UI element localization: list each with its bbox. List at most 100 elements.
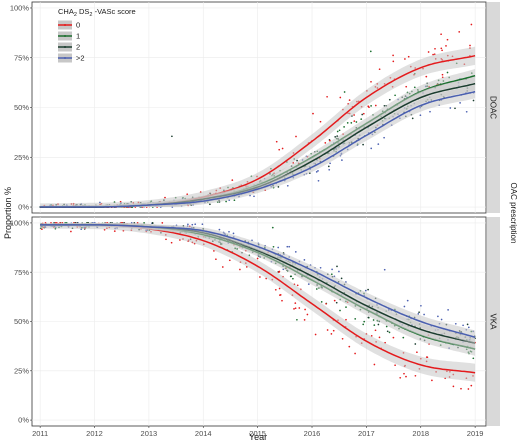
data-point-vka-score-2 [414, 343, 417, 345]
data-point-doac-score-0 [362, 112, 365, 115]
data-point-doac-score-0 [281, 147, 284, 150]
data-point-doac-score-1 [346, 122, 349, 124]
data-point-doac-score-3 [383, 136, 385, 139]
confidence-ribbon-doac-score-2 [40, 76, 476, 207]
x-tick-label: 2015 [249, 429, 266, 438]
y-tick-label-vka: 50% [14, 317, 29, 326]
data-point-vka-score-0 [161, 222, 164, 224]
data-point-doac-score-0 [446, 38, 449, 41]
facet-vka: 0% 25% 50% 75% 100% VKA [10, 216, 500, 427]
data-point-vka-score-0 [330, 333, 333, 335]
data-point-vka-score-0 [414, 374, 417, 377]
data-point-doac-score-2 [277, 186, 280, 188]
facet-strip-vka [487, 217, 500, 426]
data-point-doac-score-2 [411, 117, 414, 120]
data-point-vka-score-0 [374, 329, 377, 332]
data-point-doac-score-2 [209, 203, 211, 206]
data-point-doac-score-3 [465, 110, 468, 113]
data-point-doac-score-0 [378, 68, 381, 71]
data-point-vka-score-1 [339, 309, 341, 312]
data-point-vka-score-1 [362, 323, 365, 326]
data-point-vka-score-3 [423, 313, 425, 316]
data-point-vka-score-3 [288, 245, 291, 248]
data-point-doac-score-3 [328, 168, 331, 171]
confidence-ribbon-doac-score-0 [40, 46, 476, 207]
data-point-doac-score-1 [446, 71, 449, 74]
data-point-vka-score-3 [437, 315, 439, 318]
y-tick-label-doac: 50% [14, 103, 29, 112]
facet-label-vka: VKA [489, 313, 498, 330]
data-point-vka-score-0 [326, 329, 329, 331]
data-point-vka-score-2 [377, 323, 380, 326]
data-point-vka-score-2 [336, 265, 338, 268]
data-point-vka-score-1 [345, 306, 347, 308]
data-point-vka-score-0 [298, 307, 301, 309]
data-point-vka-score-1 [290, 275, 293, 278]
data-point-vka-score-0 [452, 385, 455, 388]
data-point-vka-score-0 [378, 336, 381, 339]
data-point-doac-score-3 [329, 162, 331, 165]
data-point-doac-score-0 [404, 58, 406, 60]
data-point-doac-score-3 [449, 107, 452, 109]
data-point-vka-score-3 [303, 259, 306, 261]
legend-key-point [64, 35, 66, 37]
data-point-vka-score-0 [431, 379, 433, 382]
data-point-doac-score-0 [445, 45, 447, 47]
data-point-vka-score-0 [170, 241, 173, 244]
data-point-vka-score-0 [332, 329, 335, 332]
data-point-vka-score-2 [335, 301, 338, 304]
data-point-vka-score-0 [165, 238, 167, 241]
data-point-vka-score-1 [315, 288, 318, 290]
data-point-vka-score-1 [402, 336, 405, 339]
chart-legend: CHA2 DS2 -VASc score 0 1 2 >2 [58, 7, 136, 63]
data-point-vka-score-0 [278, 287, 281, 290]
data-point-vka-score-1 [272, 245, 275, 248]
legend-label: 1 [76, 32, 80, 41]
data-point-vka-score-3 [228, 230, 230, 233]
data-point-doac-score-3 [370, 147, 373, 150]
data-point-doac-score-0 [370, 80, 372, 83]
data-point-doac-score-0 [312, 112, 314, 115]
data-point-vka-score-0 [460, 387, 462, 390]
data-point-doac-score-0 [324, 142, 327, 144]
data-point-doac-score-0 [329, 139, 331, 142]
x-tick-label: 2014 [195, 429, 212, 438]
y-tick-label-doac: 75% [14, 53, 29, 62]
data-point-vka-score-1 [385, 325, 388, 328]
data-point-vka-score-3 [232, 232, 235, 235]
data-point-vka-score-0 [425, 356, 428, 358]
x-tick-label: 2012 [86, 429, 103, 438]
data-point-vka-score-3 [191, 223, 194, 226]
data-point-vka-score-0 [70, 230, 72, 233]
data-point-vka-score-3 [447, 309, 449, 311]
y-tick-label-doac: 100% [10, 4, 30, 13]
data-point-vka-score-2 [340, 277, 343, 280]
data-point-vka-score-3 [187, 223, 189, 226]
data-point-vka-score-0 [314, 333, 317, 336]
data-point-vka-score-0 [113, 230, 116, 232]
data-point-vka-score-0 [399, 376, 402, 379]
data-point-vka-score-0 [392, 336, 395, 339]
data-point-doac-score-0 [425, 75, 428, 78]
y-tick-label-vka: 25% [14, 366, 29, 375]
data-point-doac-score-1 [336, 130, 339, 133]
data-point-doac-score-2 [454, 107, 456, 110]
y-tick-label-doac: 0% [18, 203, 29, 212]
legend-label: 0 [76, 21, 80, 30]
data-point-doac-score-3 [459, 102, 461, 104]
data-point-vka-score-0 [403, 372, 405, 375]
data-point-doac-score-2 [334, 136, 337, 138]
data-point-vka-score-2 [418, 311, 420, 314]
data-point-vka-score-2 [367, 316, 370, 319]
data-point-doac-score-0 [278, 148, 281, 151]
data-point-vka-score-3 [331, 268, 333, 271]
legend-label: 2 [76, 43, 80, 52]
data-point-vka-score-3 [277, 246, 280, 249]
data-point-vka-score-0 [279, 294, 282, 296]
confidence-ribbon-doac-score-3 [40, 84, 476, 207]
data-point-doac-score-2 [327, 165, 330, 168]
data-point-doac-score-1 [360, 118, 363, 120]
data-point-doac-score-2 [472, 99, 475, 102]
data-point-vka-score-0 [281, 299, 283, 302]
